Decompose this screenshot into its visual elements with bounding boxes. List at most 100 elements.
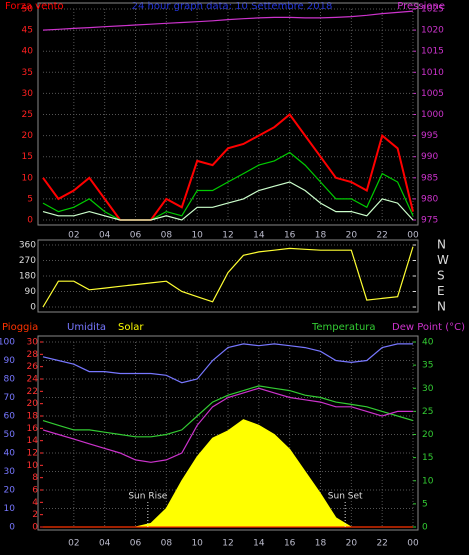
y-tick-label: 50 [4,430,16,440]
y-tick-label: 25 [22,110,33,120]
y2-tick-label: 995 [421,131,438,141]
x-tick-label: 12 [222,231,233,241]
x-tick-label: 16 [284,231,296,241]
x-tick-label: 04 [99,231,111,241]
y-tick-label: 30 [22,89,34,99]
y3-tick-label: 18 [27,412,39,422]
y3-tick-label: 20 [27,399,39,409]
y2-tick-label: 5 [422,499,428,509]
y-tick-label: 0 [27,216,33,226]
legend-entry: Dew Point (°C) [392,322,465,333]
x-tick-label: 06 [130,539,142,549]
y2-tick-label: 1010 [421,68,444,78]
y2-tick-label: 985 [421,173,438,183]
y3-tick-label: 30 [27,338,39,348]
y2-tick-label: 20 [422,430,434,440]
x-tick-label: 02 [68,231,79,241]
line [42,343,413,384]
chart-title: 24 hour graph data: 10 Settembre 2018 [132,1,333,12]
legend-entry: Forza vento [5,1,64,12]
y3-tick-label: 10 [27,461,39,471]
y2-tick-label: 25 [422,407,433,417]
y3-tick-label: 14 [27,436,39,446]
legend-entry: Solar [118,322,144,333]
y2-tick-label: 980 [421,194,438,204]
x-tick-label: 06 [130,231,142,241]
y-tick-label: 90 [25,287,37,297]
y3-tick-label: 12 [27,449,38,459]
y2-tick-label: E [437,284,445,298]
y2-tick-label: 40 [422,338,434,348]
line [42,151,414,221]
x-tick-label: 08 [161,539,173,549]
y2-tick-label: 35 [422,361,433,371]
y3-tick-label: 22 [27,387,38,397]
y2-tick-label: 1015 [421,47,444,57]
x-tick-label: 18 [315,231,327,241]
y-tick-label: 80 [4,375,16,385]
annotation: Sun Set [328,492,363,502]
y-tick-label: 20 [22,131,34,141]
y3-tick-label: 0 [32,523,38,533]
x-tick-label: 14 [253,539,265,549]
y-tick-label: 90 [4,356,16,366]
x-tick-label: 22 [376,231,387,241]
y-tick-label: 35 [22,68,33,78]
x-tick-label: 02 [68,539,79,549]
y-tick-label: 20 [4,486,16,496]
y-tick-label: 30 [4,467,16,477]
y2-tick-label: 0 [422,523,428,533]
legend-entry: Temperatura [311,322,376,333]
y-tick-label: 45 [22,26,33,36]
y-tick-label: 100 [0,338,15,348]
y2-tick-label: 15 [422,453,433,463]
x-tick-label: 14 [253,231,265,241]
y2-tick-label: N [437,238,446,252]
y-tick-label: 40 [22,47,34,57]
y-tick-label: 180 [19,272,36,282]
y3-tick-label: 6 [32,486,38,496]
y3-tick-label: 28 [27,350,39,360]
y2-tick-label: S [437,269,445,283]
x-tick-label: 04 [99,539,111,549]
x-tick-label: 12 [222,539,233,549]
y2-tick-label: 1005 [421,89,444,99]
y-tick-label: 0 [9,523,15,533]
y-tick-label: 10 [22,173,34,183]
y-tick-label: 50 [22,5,34,15]
y2-tick-label: 10 [422,476,434,486]
x-tick-label: 00 [407,539,419,549]
y2-tick-label: W [437,253,449,267]
y-tick-label: 5 [27,194,33,204]
line [42,246,414,308]
y3-tick-label: 2 [32,510,38,520]
y3-tick-label: 26 [27,362,39,372]
y3-tick-label: 8 [32,473,38,483]
x-tick-label: 22 [376,539,387,549]
legend-entry: Pressione [397,1,445,12]
legend-entry: Umidita [67,322,106,333]
y-tick-label: 60 [4,412,16,422]
y2-tick-label: N [437,300,446,314]
x-tick-label: 10 [191,539,203,549]
line [42,181,414,221]
y-tick-label: 10 [4,504,16,514]
line [42,385,414,438]
line [42,10,414,31]
y2-tick-label: 990 [421,152,438,162]
y-tick-label: 40 [4,449,16,459]
x-tick-label: 20 [346,539,358,549]
line [42,113,414,221]
x-tick-label: 10 [191,231,203,241]
y2-tick-label: 1020 [421,26,444,36]
y2-tick-label: 975 [421,216,438,226]
y-tick-label: 360 [19,241,36,251]
x-tick-label: 16 [284,539,296,549]
y-tick-label: 70 [4,393,16,403]
legend-entry: Pioggia [2,322,38,333]
y3-tick-label: 24 [27,375,39,385]
x-tick-label: 00 [407,231,419,241]
y-tick-label: 0 [30,303,36,313]
y3-tick-label: 16 [27,424,39,434]
